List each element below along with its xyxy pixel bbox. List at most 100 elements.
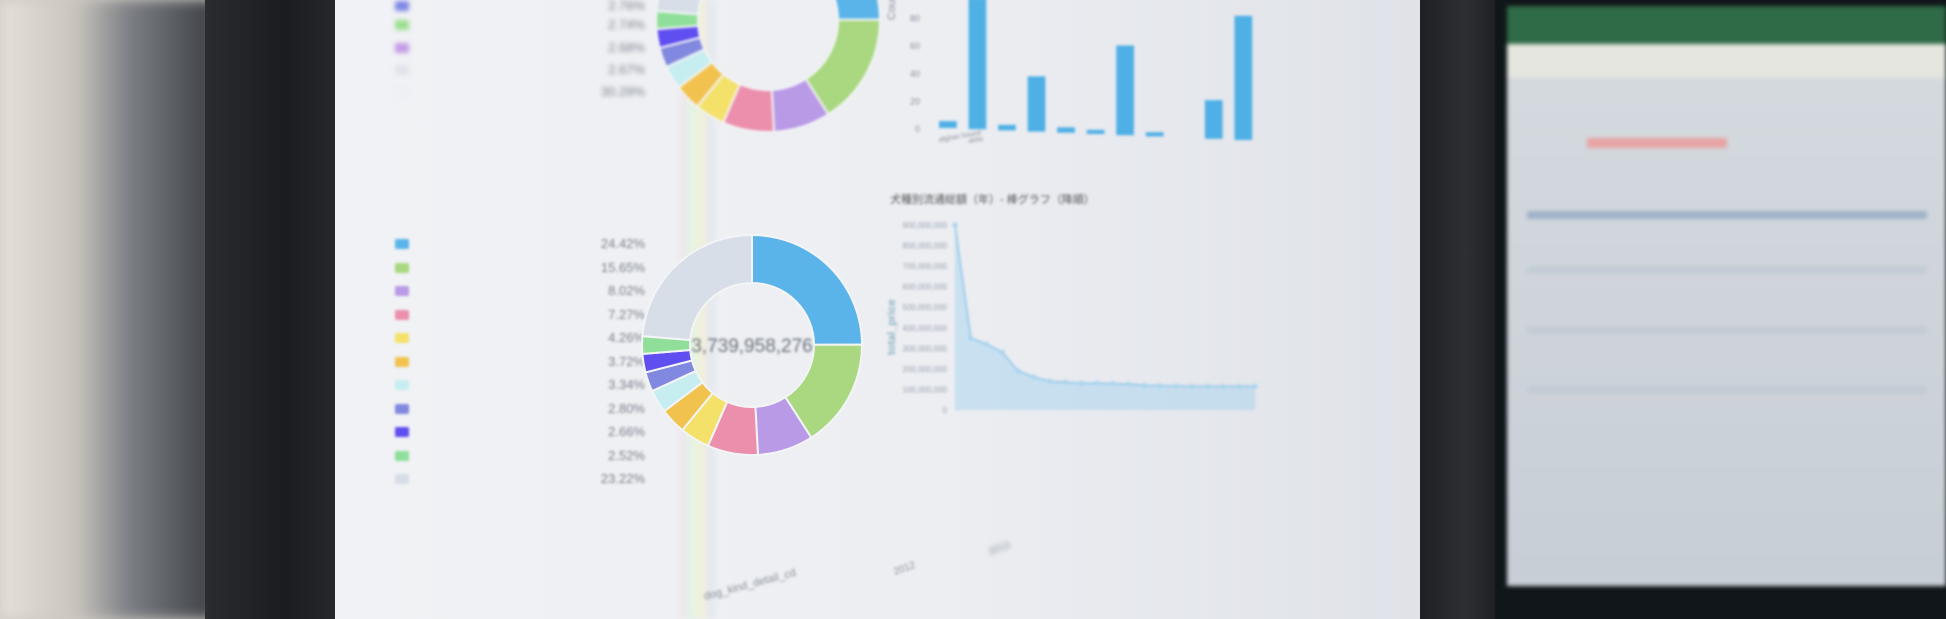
legend-swatch: [395, 333, 409, 343]
bar[interactable]: [1145, 132, 1164, 137]
spreadsheet-header-row: [1527, 211, 1927, 219]
y-tick-label: 100,000,000: [903, 385, 948, 394]
legend-swatch: [395, 309, 409, 320]
donut-slice[interactable]: [751, 233, 864, 346]
table-year-header: 2012: [892, 560, 917, 578]
legend-item[interactable]: 23.22%: [395, 471, 645, 489]
bar[interactable]: [1116, 45, 1134, 136]
legend-item[interactable]: 3.72%: [395, 354, 645, 372]
legend-swatch: [395, 403, 409, 414]
y-tick-label: 20: [910, 96, 920, 106]
donut-slice[interactable]: [655, 0, 768, 16]
legend-item[interactable]: 30.29%: [395, 84, 645, 102]
y-tick-label: 80: [910, 14, 920, 24]
data-point[interactable]: [968, 335, 974, 341]
legend-item[interactable]: 2.52%: [395, 448, 645, 466]
legend-item[interactable]: 2.80%: [395, 401, 645, 419]
data-point[interactable]: [1078, 380, 1084, 386]
background-wall: [0, 0, 215, 619]
legend-swatch: [395, 239, 409, 249]
area-line: [954, 224, 1255, 388]
table-column-header: dog_kind_detail_cd: [703, 567, 798, 603]
data-point[interactable]: [1063, 379, 1069, 385]
area-fill: [955, 225, 1255, 410]
bar[interactable]: [1027, 76, 1046, 132]
bar[interactable]: [1204, 100, 1223, 139]
data-point[interactable]: [1015, 368, 1021, 374]
spreadsheet-row: [1527, 266, 1927, 274]
data-point[interactable]: [1141, 382, 1147, 388]
data-point[interactable]: [1031, 374, 1037, 380]
legend-swatch: [395, 43, 409, 53]
legend-swatch: [395, 1, 409, 11]
legend-item[interactable]: 4.26%: [395, 330, 645, 348]
data-point[interactable]: [984, 341, 990, 347]
data-point[interactable]: [1157, 383, 1163, 389]
monitor-bezel-left: [205, 0, 337, 619]
y-tick-label: 600,000,000: [903, 283, 948, 292]
table-year-header: 2013: [987, 540, 1012, 558]
y-tick-label: 800,000,000: [903, 242, 948, 251]
data-point[interactable]: [1236, 383, 1242, 389]
legend-swatch: [395, 87, 409, 97]
y-tick-label: 400,000,000: [903, 324, 948, 333]
spreadsheet-title-bar: [1507, 6, 1946, 44]
legend-item[interactable]: 24.42%: [395, 236, 645, 254]
spreadsheet-highlight: [1587, 138, 1727, 148]
y-axis-label: Count: [886, 0, 898, 20]
legend-item[interactable]: 2.76%: [395, 0, 645, 16]
top-donut-chart: [655, 0, 882, 133]
data-point[interactable]: [952, 222, 958, 228]
spreadsheet-row: [1527, 326, 1927, 334]
data-point[interactable]: [1252, 383, 1258, 389]
spreadsheet-row: [1527, 386, 1927, 394]
legend-item[interactable]: 2.74%: [395, 17, 645, 35]
legend-swatch: [395, 20, 409, 30]
data-point[interactable]: [999, 349, 1005, 355]
bar[interactable]: [1234, 15, 1253, 140]
y-tick-label: 300,000,000: [903, 344, 948, 353]
data-point[interactable]: [1173, 383, 1179, 389]
y-tick-label: 200,000,000: [903, 365, 948, 374]
x-tick-label: akita: [968, 136, 984, 145]
donut-slice[interactable]: [641, 233, 753, 342]
legend-swatch: [395, 286, 409, 296]
data-point[interactable]: [1220, 383, 1226, 389]
legend-swatch: [395, 427, 409, 437]
donut-charts: 3,739,958,276: [641, 0, 882, 456]
legend-item[interactable]: 3.34%: [395, 377, 645, 395]
area-chart: 0 100,000,000 200,000,000 300,000,000 400,00…: [886, 221, 1258, 415]
legend-item[interactable]: 15.65%: [395, 260, 645, 278]
y-tick-label: 500,000,000: [903, 303, 948, 312]
legend-item[interactable]: 2.66%: [395, 424, 645, 442]
y-axis-label: total_price: [886, 299, 898, 355]
legend-item[interactable]: 2.68%: [395, 40, 645, 58]
y-tick-label: 900,000,000: [903, 221, 948, 230]
legend-item[interactable]: 8.02%: [395, 283, 645, 301]
y-tick-label: 700,000,000: [903, 262, 948, 271]
dashboard-screen: 2.76% 2.74% 2.68% 2.67% 30.29% 24.42% 15.…: [335, 0, 1425, 619]
y-tick-label: 0: [943, 406, 948, 415]
y-tick-label: 40: [910, 69, 920, 79]
legend-swatch: [395, 380, 409, 390]
data-point[interactable]: [1189, 383, 1195, 389]
legend-item[interactable]: 7.27%: [395, 307, 645, 325]
data-point[interactable]: [1094, 380, 1100, 386]
y-tick-label: 0: [915, 124, 920, 134]
legend-swatch: [395, 450, 409, 461]
bar[interactable]: [1057, 127, 1075, 133]
bar[interactable]: [939, 121, 957, 128]
data-point[interactable]: [1205, 383, 1211, 389]
data-point[interactable]: [1047, 378, 1053, 384]
bar[interactable]: [1086, 129, 1105, 134]
bar[interactable]: [998, 124, 1016, 131]
data-point[interactable]: [1126, 381, 1132, 387]
legend-item[interactable]: 2.67%: [395, 62, 645, 80]
bar[interactable]: [968, 0, 987, 130]
second-monitor: [1495, 0, 1946, 619]
y-tick-label: 60: [910, 41, 920, 51]
data-point[interactable]: [1110, 381, 1116, 387]
bottom-donut-chart: [641, 233, 864, 456]
